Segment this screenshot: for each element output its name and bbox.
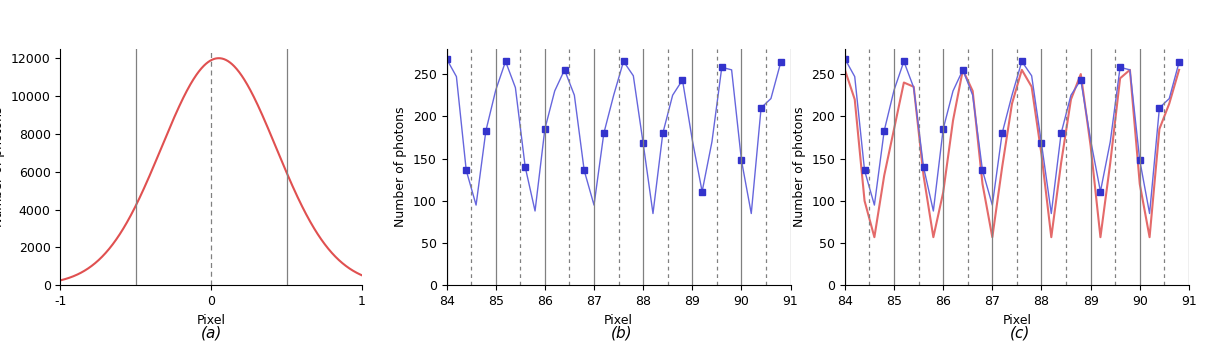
- Y-axis label: Number of photons: Number of photons: [793, 107, 806, 227]
- X-axis label: Pixel: Pixel: [604, 314, 634, 327]
- Text: (c): (c): [1010, 326, 1030, 341]
- X-axis label: Pixel: Pixel: [1002, 314, 1032, 327]
- Text: (b): (b): [611, 326, 632, 341]
- Text: (a): (a): [200, 326, 222, 341]
- Y-axis label: Number of photons: Number of photons: [0, 107, 5, 227]
- X-axis label: Pixel: Pixel: [197, 314, 226, 327]
- Y-axis label: Number of photons: Number of photons: [395, 107, 408, 227]
